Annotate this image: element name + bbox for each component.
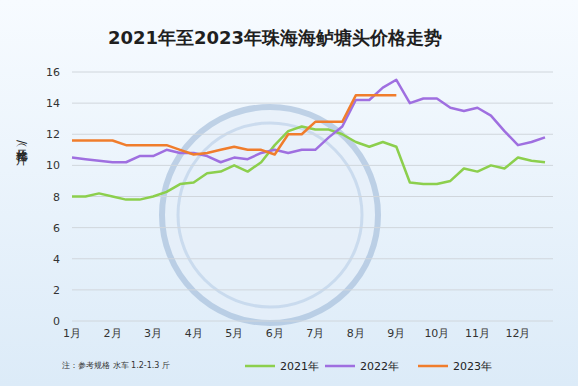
y-tick-label: 6 xyxy=(53,222,60,235)
legend-label: 2023年 xyxy=(453,360,492,373)
legend-swatch xyxy=(418,365,448,368)
x-tick-label: 5月 xyxy=(225,327,243,340)
x-tick-label: 3月 xyxy=(144,327,162,340)
grid-line xyxy=(72,258,553,259)
title: 2021年至2023年珠海海鲈塘头价格走势 xyxy=(108,27,442,48)
y-tick-label: 14 xyxy=(46,97,60,110)
watermark xyxy=(162,107,378,323)
y-tick-label: 10 xyxy=(46,159,60,172)
x-tick-label: 4月 xyxy=(185,327,203,340)
y-tick-label: 2 xyxy=(53,284,60,297)
grid-line xyxy=(72,72,553,73)
grid-line xyxy=(72,321,553,322)
legend-swatch xyxy=(325,365,355,368)
legend-swatch xyxy=(245,365,275,368)
x-tick-label: 6月 xyxy=(266,327,284,340)
grid-line xyxy=(72,227,553,228)
chart: 2021年至2023年珠海海鲈塘头价格走势 0 2 4 6 8 10 12 14 16 价格（元/斤… xyxy=(0,0,578,386)
y-axis-label: 价格（元/斤） xyxy=(15,140,29,166)
grid-line xyxy=(72,289,553,290)
y-tick-label: 12 xyxy=(46,128,60,141)
annotation: 注：参考规格 水车 1.2-1.3 斤 xyxy=(62,361,170,370)
series-line xyxy=(72,126,545,199)
series-line xyxy=(72,95,396,154)
series-line xyxy=(72,80,545,162)
grid-line xyxy=(72,134,553,135)
x-tick-label: 9月 xyxy=(387,327,405,340)
plot-area xyxy=(72,80,545,200)
x-tick-label: 12月 xyxy=(505,327,530,340)
grid-line xyxy=(72,196,553,197)
y-tick-label: 4 xyxy=(53,253,60,266)
grid-line xyxy=(72,165,553,166)
x-tick-label: 2月 xyxy=(104,327,122,340)
y-tick-label: 16 xyxy=(46,66,60,79)
background xyxy=(0,0,578,386)
y-tick-label: 8 xyxy=(53,191,60,204)
x-tick-label: 10月 xyxy=(424,327,449,340)
y-tick-label: 0 xyxy=(53,315,60,328)
x-tick-label: 11月 xyxy=(465,327,490,340)
x-tick-label: 1月 xyxy=(63,327,81,340)
x-tick-label: 8月 xyxy=(347,327,365,340)
legend-label: 2022年 xyxy=(360,360,399,373)
x-tick-label: 7月 xyxy=(306,327,324,340)
legend-label: 2021年 xyxy=(280,360,319,373)
grid-line xyxy=(72,103,553,104)
